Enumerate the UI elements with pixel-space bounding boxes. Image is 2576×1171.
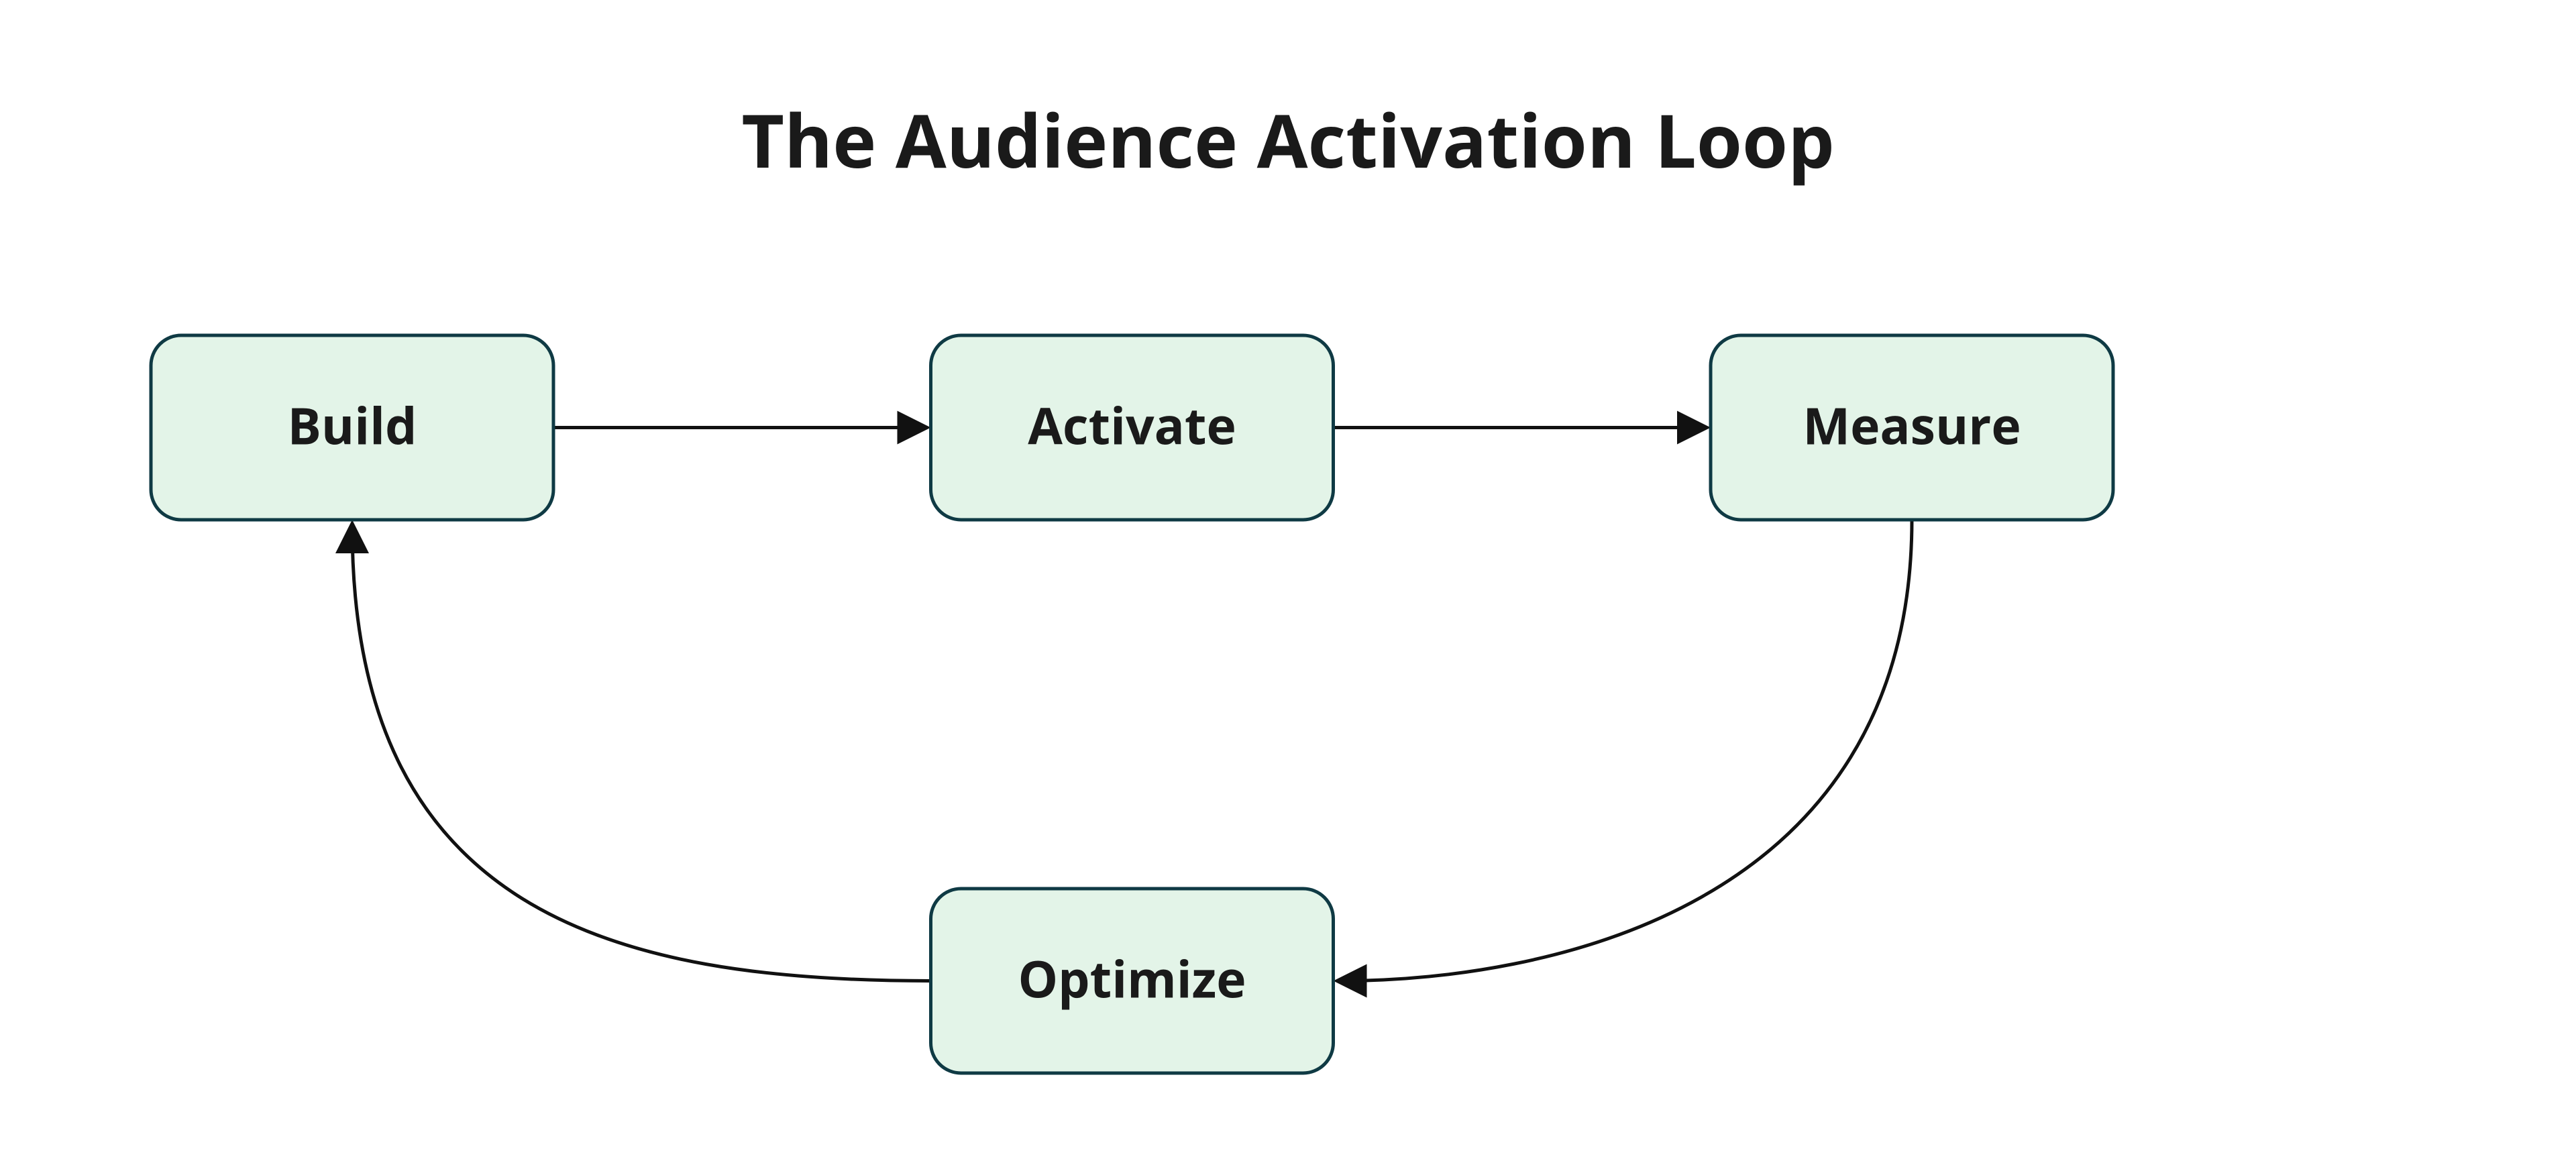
node-label-build: Build <box>288 391 417 459</box>
node-label-measure: Measure <box>1803 391 2021 459</box>
node-label-optimize: Optimize <box>1018 944 1246 1013</box>
diagram-canvas: The Audience Activation Loop Build Activat… <box>0 0 2576 1170</box>
node-optimize: Optimize <box>931 889 1334 1073</box>
node-label-activate: Activate <box>1028 391 1236 459</box>
node-measure: Measure <box>1711 335 2113 520</box>
diagram-title: The Audience Activation Loop <box>741 89 1834 190</box>
node-build: Build <box>151 335 553 520</box>
edge-optimize-to-build <box>352 526 931 981</box>
node-activate: Activate <box>931 335 1334 520</box>
edge-measure-to-optimize <box>1340 520 1913 981</box>
